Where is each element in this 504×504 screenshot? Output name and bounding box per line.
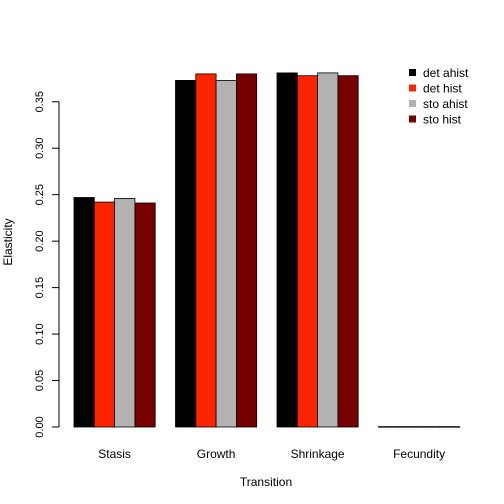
bar-growth-sto-ahist <box>215 80 237 428</box>
bars-layer <box>73 72 461 428</box>
bar-stasis-sto-ahist <box>114 197 136 428</box>
legend-label: sto hist <box>423 113 462 127</box>
legend-label: sto ahist <box>423 97 468 111</box>
y-tick-label: 0.20 <box>34 230 46 251</box>
bar-fecundity-sto-ahist <box>418 426 440 428</box>
y-axis-title: Elasticity <box>1 218 15 265</box>
x-category-labels: Stasis Growth Shrinkage Fecundity <box>98 447 445 461</box>
legend-label: det hist <box>423 82 462 96</box>
bar-growth-det-ahist <box>175 80 197 428</box>
bar-fecundity-sto-hist <box>438 426 461 428</box>
y-tick-label: 0.35 <box>34 91 46 112</box>
legend-swatch <box>409 115 416 123</box>
legend-swatch <box>409 100 416 107</box>
bar-stasis-det-ahist <box>73 197 95 428</box>
x-tick-label: Shrinkage <box>291 447 345 461</box>
y-tick-label: 0.15 <box>34 277 46 298</box>
bar-growth-det-hist <box>195 73 217 428</box>
bar-shrinkage-sto-hist <box>337 75 359 428</box>
x-tick-label: Fecundity <box>393 447 445 461</box>
y-axis: 0.00 0.05 0.10 0.15 0.20 0.25 0.30 0.35 <box>34 91 60 438</box>
bar-stasis-det-hist <box>93 201 116 428</box>
bar-fecundity-det-hist <box>398 426 420 428</box>
bar-fecundity-det-ahist <box>378 426 400 428</box>
y-tick-label: 0.05 <box>34 370 46 391</box>
x-tick-label: Growth <box>197 447 236 461</box>
legend-swatch <box>409 69 416 76</box>
bar-stasis-sto-hist <box>134 202 156 428</box>
y-tick-label: 0.10 <box>34 323 46 344</box>
legend-label: det ahist <box>423 66 469 80</box>
y-tick-label: 0.30 <box>34 137 46 158</box>
bar-shrinkage-det-hist <box>296 75 318 428</box>
x-axis-title: Transition <box>240 475 292 489</box>
legend-swatch <box>409 84 416 92</box>
bar-shrinkage-sto-ahist <box>317 72 339 428</box>
y-tick-label: 0.00 <box>34 416 46 437</box>
bar-growth-sto-hist <box>235 73 258 428</box>
bar-shrinkage-det-ahist <box>276 72 298 428</box>
y-tick-label: 0.25 <box>34 184 46 205</box>
x-tick-label: Stasis <box>98 447 131 461</box>
